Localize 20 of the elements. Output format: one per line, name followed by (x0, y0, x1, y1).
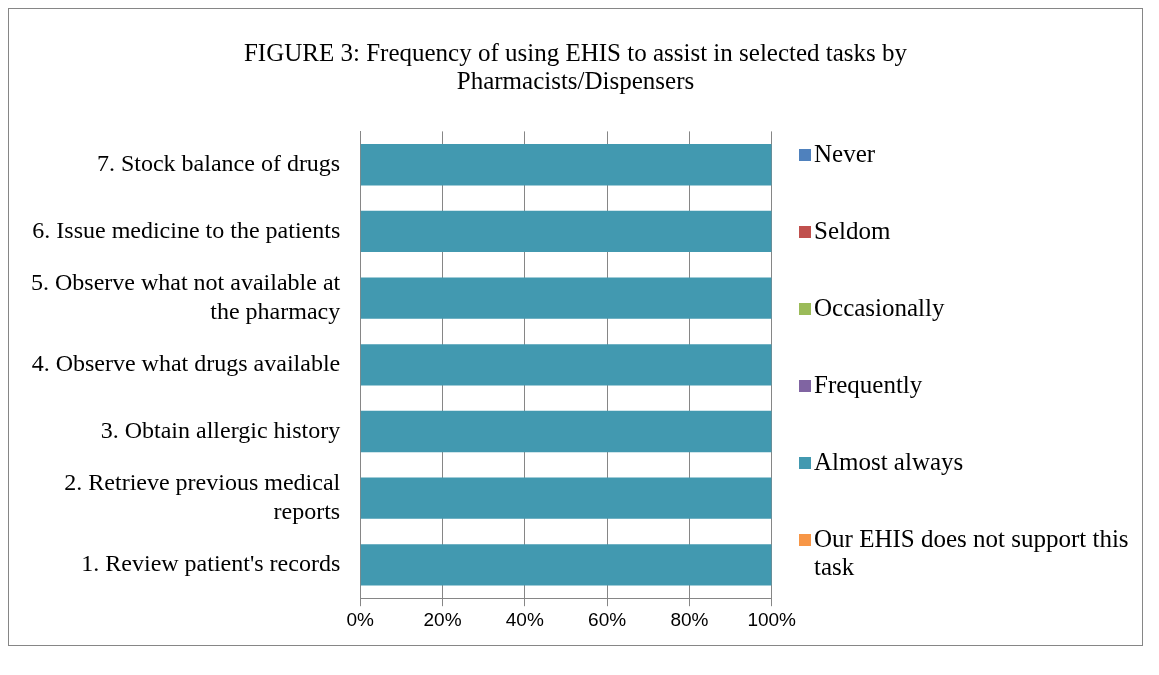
y-tick-label: 5. Observe what not available at the pharmacy (30, 269, 341, 324)
legend-label: Never (814, 139, 876, 168)
y-tick-label: 7. Stock balance of drugs (96, 150, 341, 177)
legend-label: Frequently (814, 370, 923, 399)
y-tick-label: 3. Obtain allergic history (100, 416, 341, 443)
legend-label: Our EHIS does not support this task (814, 524, 1130, 581)
x-tick-label: 60% (588, 608, 627, 630)
chart-title: FIGURE 3: Frequency of using EHIS to assist in selected tasks by Pharmacists/Dispensers (242, 38, 909, 96)
y-tick-label: 4. Observe what drugs available (31, 350, 341, 377)
x-tick-label: 40% (505, 608, 544, 630)
x-tick-label: 20% (423, 608, 462, 630)
y-tick-label: 2. Retrieve previous medical reports (64, 469, 341, 524)
legend-label: Seldom (814, 216, 891, 245)
legend-label: Almost always (814, 447, 964, 476)
y-tick-label: 1. Review patient's records (81, 550, 341, 577)
y-tick-label: 6. Issue medicine to the patients (32, 216, 341, 243)
x-tick-label: 80% (670, 608, 709, 630)
legend-label: Occasionally (814, 293, 945, 322)
x-tick-label: 100% (747, 608, 797, 630)
x-tick-label: 0% (346, 608, 375, 630)
